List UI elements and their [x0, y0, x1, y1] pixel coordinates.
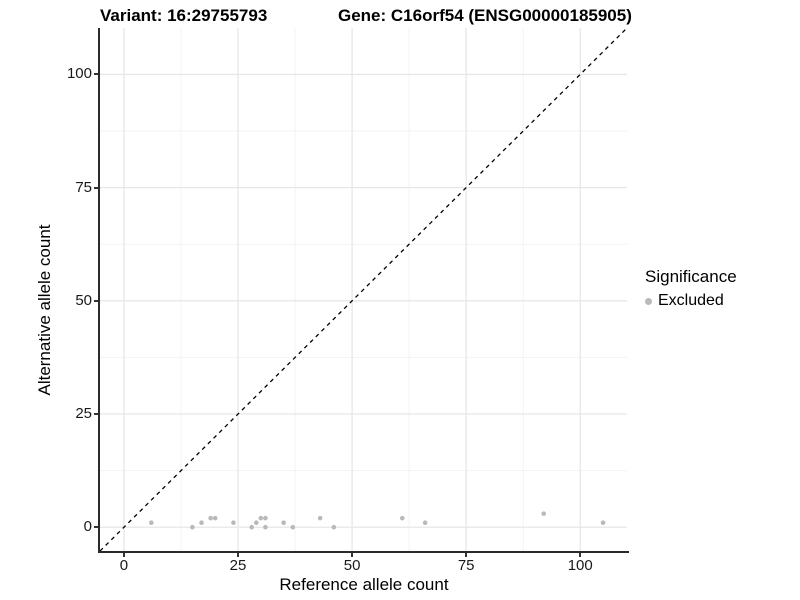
x-tick-label: 75 — [457, 557, 475, 574]
data-point — [258, 515, 264, 521]
data-point — [208, 515, 213, 521]
x-tick-label: 100 — [567, 557, 593, 574]
gene-title: Gene: C16orf54 (ENSG00000185905) — [338, 6, 632, 25]
legend-title: Significance — [645, 267, 737, 286]
legend-key-dot-icon — [645, 297, 652, 305]
data-point — [149, 520, 154, 525]
data-point — [399, 515, 405, 521]
x-tick-label: 0 — [119, 557, 129, 574]
data-point — [263, 515, 268, 521]
data-point — [331, 524, 337, 530]
data-point — [422, 520, 428, 525]
x-tick-mark — [579, 553, 582, 557]
legend-entry-label: Excluded — [658, 292, 724, 309]
plot-panel — [100, 28, 627, 551]
y-axis-title: Alternative allele count — [35, 224, 54, 396]
identity-line — [100, 28, 627, 551]
data-point — [231, 520, 236, 525]
y-tick-mark — [94, 413, 98, 416]
data-point — [281, 520, 286, 525]
x-tick-mark — [122, 553, 125, 557]
data-point — [190, 524, 195, 530]
y-tick-label: 75 — [75, 178, 92, 196]
y-tick-label: 50 — [75, 291, 92, 309]
data-point — [290, 524, 296, 530]
x-tick-mark — [351, 553, 354, 557]
x-tick-label: 25 — [229, 557, 247, 574]
data-point — [317, 515, 323, 521]
data-point — [249, 524, 255, 530]
variant-title: Variant: 16:29755793 — [100, 6, 268, 25]
y-tick-mark — [94, 299, 98, 302]
data-point — [541, 511, 547, 516]
data-point — [600, 520, 606, 525]
data-point — [253, 520, 259, 525]
data-point — [199, 520, 204, 525]
data-point — [263, 524, 268, 530]
x-tick-label: 50 — [343, 557, 361, 574]
y-axis-line — [98, 28, 100, 553]
y-tick-label: 25 — [75, 405, 92, 423]
data-point — [212, 515, 218, 521]
y-tick-label: 0 — [83, 518, 92, 536]
y-tick-label: 100 — [66, 65, 92, 83]
scatter-plot — [100, 28, 627, 551]
x-tick-mark — [237, 553, 240, 557]
x-axis-line — [98, 551, 629, 553]
x-axis-title: Reference allele count — [279, 575, 449, 594]
y-tick-mark — [94, 186, 98, 189]
y-tick-mark — [94, 526, 98, 529]
legend: Significance Excluded — [645, 267, 737, 311]
legend-entry-excluded: Excluded — [645, 291, 737, 311]
x-tick-mark — [465, 553, 468, 557]
y-tick-mark — [94, 73, 98, 76]
